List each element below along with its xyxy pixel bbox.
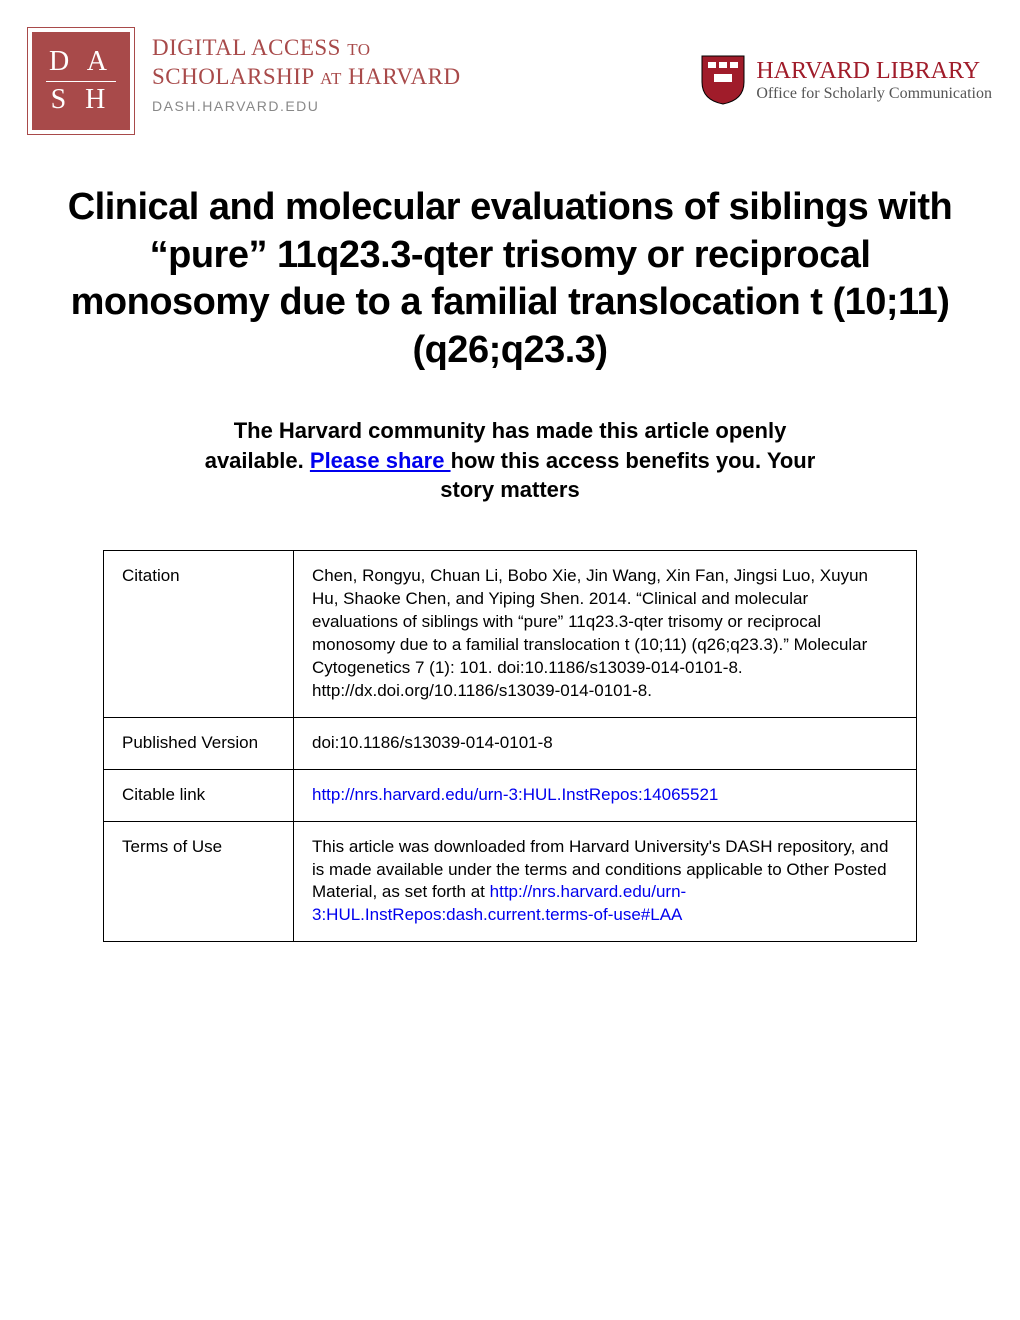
table-row: Terms of Use This article was downloaded…: [104, 821, 917, 942]
dash-logo-line1: D A: [49, 46, 113, 77]
published-version-label: Published Version: [104, 717, 294, 769]
dash-logo-icon: D A S H: [28, 28, 134, 134]
citable-link-value: http://nrs.harvard.edu/urn-3:HUL.InstRep…: [294, 769, 917, 821]
table-row: Citation Chen, Rongyu, Chuan Li, Bobo Xi…: [104, 551, 917, 718]
header: D A S H DIGITAL ACCESS TO SCHOLARSHIP AT…: [28, 28, 992, 134]
citation-value: Chen, Rongyu, Chuan Li, Bobo Xie, Jin Wa…: [294, 551, 917, 718]
page-container: D A S H DIGITAL ACCESS TO SCHOLARSHIP AT…: [0, 0, 1020, 970]
citation-label: Citation: [104, 551, 294, 718]
article-title: Clinical and molecular evaluations of si…: [28, 184, 992, 374]
open-access-statement: The Harvard community has made this arti…: [28, 416, 992, 505]
citable-link[interactable]: http://nrs.harvard.edu/urn-3:HUL.InstRep…: [312, 785, 718, 804]
dash-logo-block: D A S H DIGITAL ACCESS TO SCHOLARSHIP AT…: [28, 28, 461, 134]
dash-text-block: DIGITAL ACCESS TO SCHOLARSHIP AT HARVARD…: [152, 28, 461, 114]
dash-url: DASH.HARVARD.EDU: [152, 98, 461, 114]
table-row: Citable link http://nrs.harvard.edu/urn-…: [104, 769, 917, 821]
terms-label: Terms of Use: [104, 821, 294, 942]
published-version-value: doi:10.1186/s13039-014-0101-8: [294, 717, 917, 769]
harvard-office-subtitle: Office for Scholarly Communication: [756, 85, 992, 103]
harvard-text: HARVARD LIBRARY Office for Scholarly Com…: [756, 58, 992, 103]
harvard-library-block: HARVARD LIBRARY Office for Scholarly Com…: [700, 28, 992, 106]
harvard-library-title: HARVARD LIBRARY: [756, 58, 992, 85]
harvard-shield-icon: [700, 54, 746, 106]
terms-value: This article was downloaded from Harvard…: [294, 821, 917, 942]
table-row: Published Version doi:10.1186/s13039-014…: [104, 717, 917, 769]
dash-title: DIGITAL ACCESS TO SCHOLARSHIP AT HARVARD: [152, 34, 461, 92]
dash-logo-line2: S H: [51, 84, 112, 115]
metadata-table: Citation Chen, Rongyu, Chuan Li, Bobo Xi…: [103, 550, 917, 942]
please-share-link[interactable]: Please share: [310, 448, 451, 473]
citable-link-label: Citable link: [104, 769, 294, 821]
